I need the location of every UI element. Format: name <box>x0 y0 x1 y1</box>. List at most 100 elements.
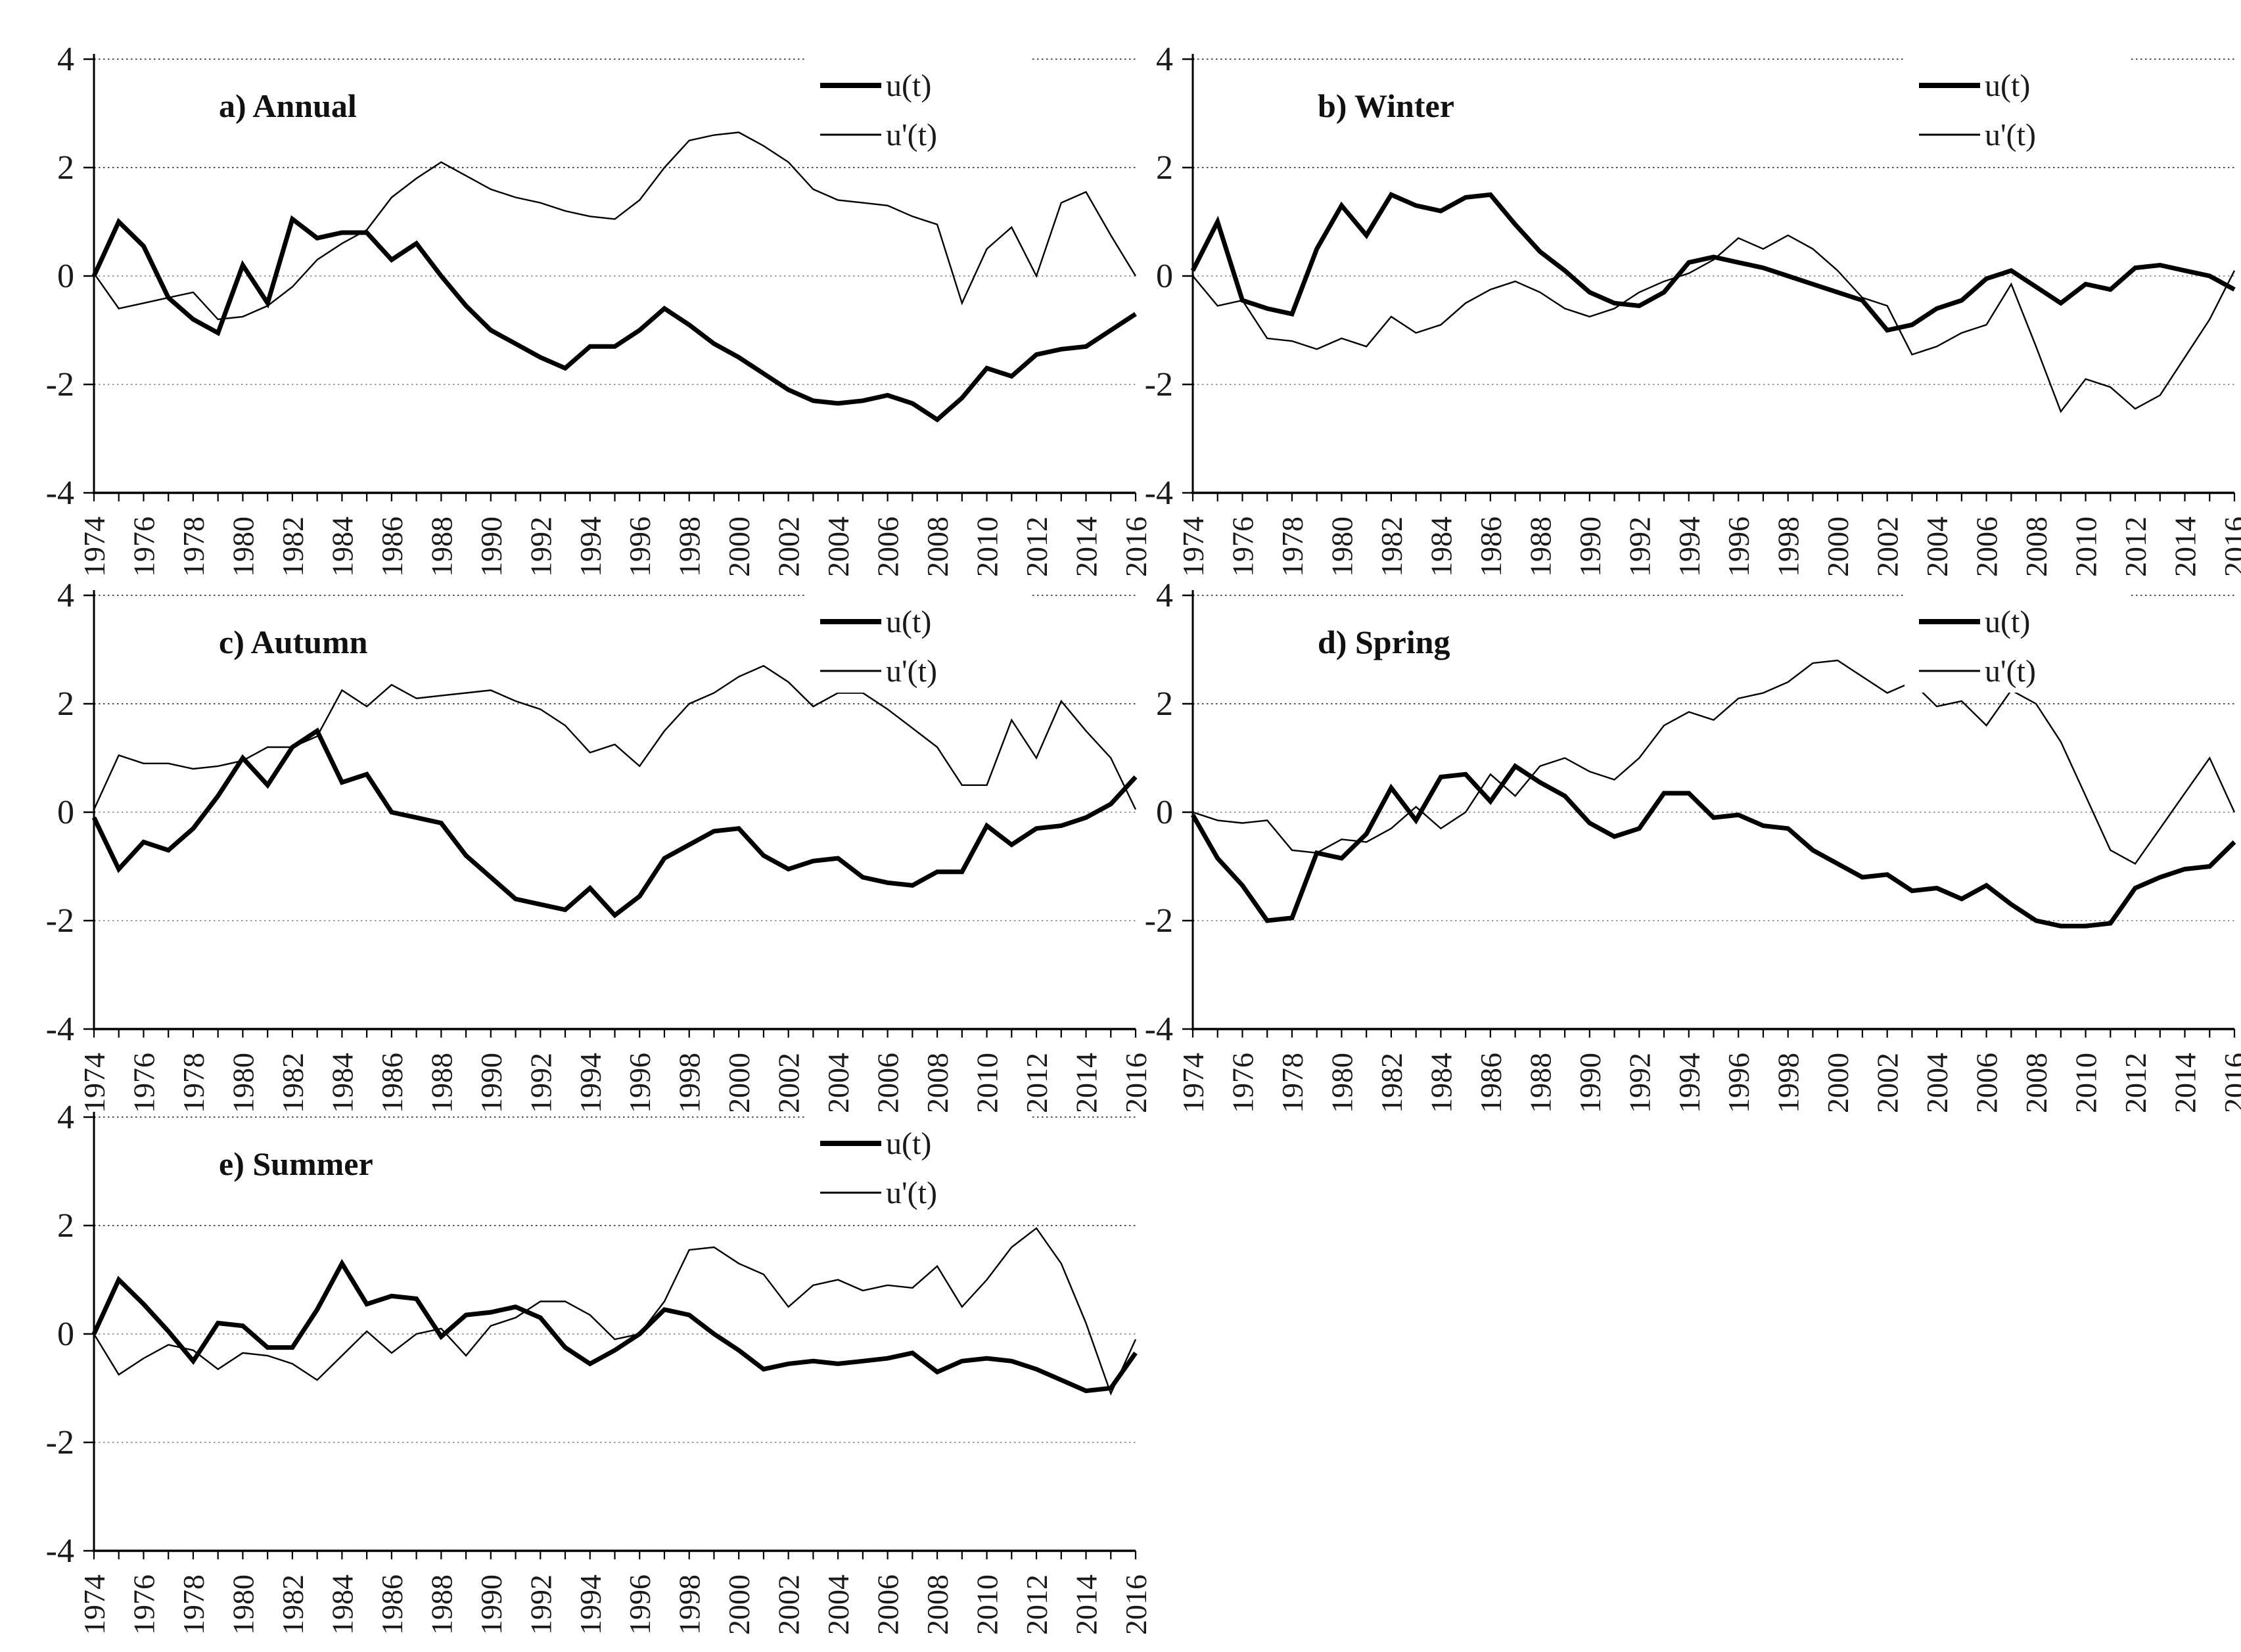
x-tick-label: 1990 <box>474 516 508 577</box>
legend-label-u-prime: u'(t) <box>886 654 937 689</box>
x-tick-label: 2008 <box>2020 516 2053 577</box>
x-tick-label: 2014 <box>1070 1574 1103 1635</box>
x-tick-label: 2016 <box>1119 516 1153 577</box>
x-tick-label: 1986 <box>375 516 409 577</box>
x-tick-label: 1974 <box>78 1574 111 1635</box>
legend-background <box>806 593 1032 693</box>
x-tick-label: 1984 <box>325 1574 359 1635</box>
x-tick-label: 2002 <box>1871 516 1905 577</box>
x-tick-label: 1992 <box>1623 1053 1656 1113</box>
x-tick-label: 2016 <box>2218 1053 2241 1113</box>
chart-title: a) Annual <box>219 87 357 124</box>
y-tick-label: -2 <box>1145 902 1173 940</box>
x-tick-label: 2014 <box>2169 1053 2202 1113</box>
x-tick-label: 1996 <box>1722 1053 1755 1113</box>
x-tick-label: 1982 <box>1375 1053 1408 1113</box>
y-tick-label: 4 <box>1156 577 1173 614</box>
legend-background <box>1905 593 2131 693</box>
chart-title: d) Spring <box>1318 624 1450 660</box>
x-tick-label: 1988 <box>1523 516 1557 577</box>
y-tick-label: -4 <box>46 1011 74 1048</box>
chart-title: b) Winter <box>1318 87 1454 124</box>
x-tick-label: 2002 <box>772 1053 806 1113</box>
chart-title: e) Summer <box>219 1145 373 1182</box>
x-tick-label: 1982 <box>1375 516 1408 577</box>
x-tick-label: 1998 <box>673 1053 706 1113</box>
x-tick-label: 1984 <box>325 1053 359 1113</box>
legend-label-u-prime: u'(t) <box>1985 654 2036 689</box>
x-tick-label: 1996 <box>1722 516 1755 577</box>
x-tick-label: 1988 <box>425 516 458 577</box>
x-tick-label: 2010 <box>971 1053 1004 1113</box>
x-tick-label: 1980 <box>1325 1053 1358 1113</box>
x-tick-label: 2004 <box>1920 516 1954 577</box>
x-tick-label: 1982 <box>276 1574 310 1635</box>
y-tick-label: 2 <box>1156 685 1173 723</box>
x-tick-label: 1980 <box>226 516 260 577</box>
legend-label-u: u(t) <box>1985 68 2030 103</box>
x-tick-label: 2006 <box>871 516 905 577</box>
x-tick-label: 1994 <box>574 1053 607 1113</box>
x-tick-label: 1996 <box>623 516 657 577</box>
legend-background <box>806 57 1032 156</box>
legend-label-u-prime: u'(t) <box>886 1176 937 1210</box>
x-tick-label: 1986 <box>375 1053 409 1113</box>
x-tick-label: 2006 <box>871 1053 905 1113</box>
x-tick-label: 1992 <box>524 1053 557 1113</box>
x-tick-label: 2012 <box>1020 1053 1053 1113</box>
x-tick-label: 2002 <box>1871 1053 1905 1113</box>
x-tick-label: 1978 <box>1276 1053 1309 1113</box>
x-tick-label: 2002 <box>772 516 806 577</box>
x-tick-label: 1986 <box>1474 1053 1508 1113</box>
x-tick-label: 2006 <box>871 1574 905 1635</box>
x-tick-label: 1974 <box>1176 1053 1210 1113</box>
x-tick-label: 1996 <box>623 1574 657 1635</box>
x-tick-label: 2014 <box>1070 1053 1103 1113</box>
x-tick-label: 2012 <box>2119 1053 2152 1113</box>
x-tick-label: 1988 <box>425 1053 458 1113</box>
y-tick-label: -2 <box>46 1424 74 1461</box>
y-tick-label: -4 <box>1145 1011 1173 1048</box>
y-tick-label: 4 <box>1156 41 1173 78</box>
x-tick-label: 2006 <box>1970 516 2004 577</box>
y-tick-label: 2 <box>1156 149 1173 187</box>
x-tick-label: 2004 <box>821 1574 855 1635</box>
series-u-prime-line <box>93 664 1137 810</box>
x-tick-label: 1974 <box>78 516 111 577</box>
x-tick-label: 2012 <box>1020 516 1053 577</box>
x-tick-label: 1990 <box>474 1574 508 1635</box>
x-tick-label: 1996 <box>623 1053 657 1113</box>
x-tick-label: 1976 <box>127 516 160 577</box>
x-tick-label: 2010 <box>2069 1053 2103 1113</box>
x-tick-label: 2016 <box>2218 516 2241 577</box>
x-tick-label: 2000 <box>722 516 756 577</box>
x-tick-label: 2008 <box>921 516 954 577</box>
x-tick-label: 2004 <box>821 1053 855 1113</box>
x-tick-label: 1998 <box>673 516 706 577</box>
y-tick-label: 2 <box>57 685 74 723</box>
series-u-prime-line <box>93 131 1137 321</box>
y-tick-label: 4 <box>57 41 74 78</box>
series-u-line <box>91 215 1137 423</box>
x-tick-label: 1978 <box>177 516 210 577</box>
legend-label-u: u(t) <box>886 68 931 103</box>
x-tick-label: 1994 <box>1673 1053 1706 1113</box>
chart-panel-winter: 4 2 0 -2 -4 1974 1976 1978 1980 1982 1984 1986 1988 1… <box>1124 41 2241 594</box>
x-tick-label: 1978 <box>177 1574 210 1635</box>
chart-title: c) Autumn <box>219 624 368 660</box>
series-u-prime-line <box>1192 659 2236 865</box>
x-tick-label: 2012 <box>1020 1574 1053 1635</box>
x-tick-label: 2002 <box>772 1574 806 1635</box>
x-tick-label: 1986 <box>375 1574 409 1635</box>
x-tick-label: 2010 <box>2069 516 2103 577</box>
y-tick-label: 0 <box>1156 258 1173 295</box>
y-tick-label: -4 <box>46 474 74 512</box>
x-tick-label: 2004 <box>1920 1053 1954 1113</box>
y-tick-label: 4 <box>57 1099 74 1136</box>
x-tick-label: 1974 <box>1176 516 1210 577</box>
x-tick-label: 1992 <box>524 516 557 577</box>
x-tick-label: 1982 <box>276 516 310 577</box>
x-tick-label: 1986 <box>1474 516 1508 577</box>
